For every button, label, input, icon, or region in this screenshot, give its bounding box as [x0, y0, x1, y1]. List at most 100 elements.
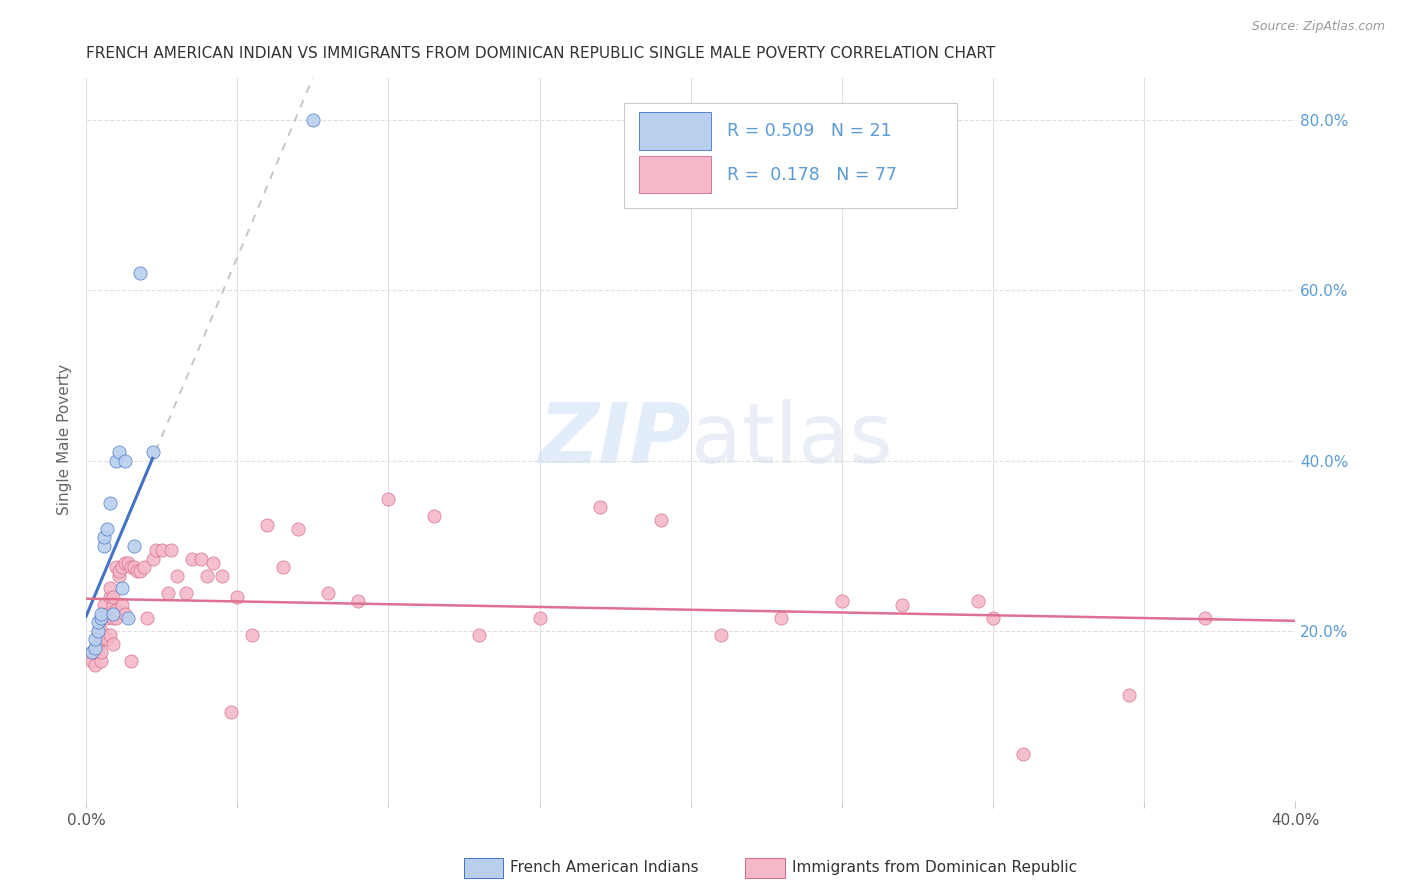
- Point: [90, 611, 112, 625]
- Point: [117, 611, 139, 625]
- Point: [114, 607, 136, 621]
- Point: [127, 565, 149, 579]
- Point: [84, 640, 107, 655]
- Point: [96, 611, 118, 625]
- Point: [219, 705, 242, 719]
- Point: [114, 556, 136, 570]
- Point: [166, 568, 188, 582]
- Point: [129, 565, 152, 579]
- Point: [145, 543, 167, 558]
- Point: [98, 628, 121, 642]
- Point: [82, 645, 104, 659]
- FancyBboxPatch shape: [624, 103, 957, 208]
- Point: [108, 565, 131, 579]
- Point: [90, 632, 112, 647]
- Point: [150, 543, 173, 558]
- Point: [202, 556, 225, 570]
- Point: [90, 624, 112, 638]
- Point: [108, 568, 131, 582]
- Point: [105, 611, 128, 625]
- Point: [96, 607, 118, 621]
- Y-axis label: Single Male Poverty: Single Male Poverty: [58, 364, 72, 515]
- Point: [174, 585, 197, 599]
- Point: [103, 607, 125, 621]
- Point: [190, 551, 212, 566]
- Point: [159, 543, 181, 558]
- Point: [120, 560, 142, 574]
- Point: [710, 628, 733, 642]
- Text: FRENCH AMERICAN INDIAN VS IMMIGRANTS FROM DOMINICAN REPUBLIC SINGLE MALE POVERTY: FRENCH AMERICAN INDIAN VS IMMIGRANTS FRO…: [86, 46, 995, 62]
- Text: French American Indians: French American Indians: [510, 860, 699, 874]
- Point: [105, 560, 128, 574]
- Point: [240, 628, 263, 642]
- Point: [84, 640, 107, 655]
- Point: [111, 582, 134, 596]
- Point: [1118, 688, 1140, 702]
- Point: [105, 602, 128, 616]
- Point: [96, 522, 118, 536]
- Point: [111, 560, 134, 574]
- Point: [103, 611, 125, 625]
- Point: [103, 599, 125, 613]
- Point: [111, 599, 134, 613]
- Point: [87, 624, 110, 638]
- Point: [142, 551, 165, 566]
- Text: Immigrants from Dominican Republic: Immigrants from Dominican Republic: [792, 860, 1077, 874]
- Point: [377, 491, 399, 506]
- Point: [84, 657, 107, 672]
- Point: [87, 645, 110, 659]
- Point: [117, 556, 139, 570]
- Point: [1012, 747, 1035, 762]
- Point: [135, 611, 157, 625]
- Text: ZIP: ZIP: [538, 399, 690, 480]
- FancyBboxPatch shape: [638, 156, 711, 194]
- Point: [90, 654, 112, 668]
- Text: atlas: atlas: [690, 399, 893, 480]
- Point: [93, 539, 115, 553]
- Point: [650, 513, 672, 527]
- Point: [108, 445, 131, 459]
- Point: [981, 611, 1004, 625]
- Text: Source: ZipAtlas.com: Source: ZipAtlas.com: [1251, 20, 1385, 33]
- Point: [98, 496, 121, 510]
- Point: [98, 590, 121, 604]
- Point: [1194, 611, 1216, 625]
- Point: [93, 530, 115, 544]
- Point: [93, 607, 115, 621]
- FancyBboxPatch shape: [638, 112, 711, 150]
- Text: R =  0.178   N = 77: R = 0.178 N = 77: [727, 166, 897, 184]
- Point: [93, 611, 115, 625]
- Text: R = 0.509   N = 21: R = 0.509 N = 21: [727, 122, 891, 140]
- Point: [82, 645, 104, 659]
- Point: [103, 637, 125, 651]
- Point: [287, 522, 309, 536]
- Point: [589, 500, 612, 515]
- Point: [129, 267, 152, 281]
- Point: [87, 637, 110, 651]
- Point: [120, 654, 142, 668]
- Point: [142, 445, 165, 459]
- Point: [124, 560, 146, 574]
- Point: [271, 560, 294, 574]
- Point: [84, 645, 107, 659]
- Point: [98, 582, 121, 596]
- Point: [105, 453, 128, 467]
- Point: [84, 632, 107, 647]
- Point: [90, 607, 112, 621]
- Point: [132, 560, 155, 574]
- Point: [82, 654, 104, 668]
- Point: [114, 453, 136, 467]
- Point: [301, 113, 323, 128]
- Point: [90, 645, 112, 659]
- Point: [226, 590, 249, 604]
- Point: [967, 594, 990, 608]
- Point: [156, 585, 179, 599]
- Point: [256, 517, 278, 532]
- Point: [87, 615, 110, 630]
- Point: [891, 599, 914, 613]
- Point: [93, 599, 115, 613]
- Point: [468, 628, 491, 642]
- Point: [211, 568, 233, 582]
- Point: [103, 590, 125, 604]
- Point: [831, 594, 853, 608]
